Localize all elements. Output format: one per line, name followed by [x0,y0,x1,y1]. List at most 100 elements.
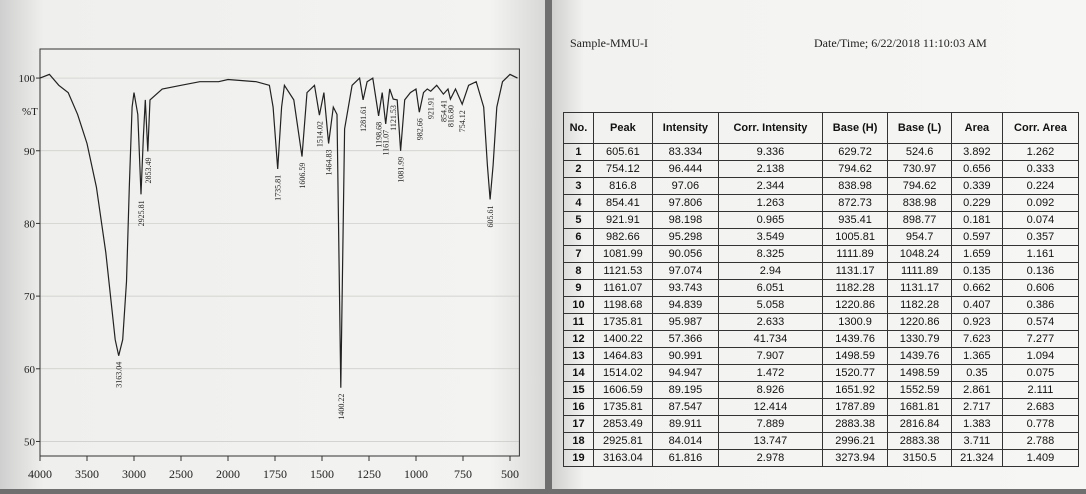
table-cell: 13.747 [718,433,822,450]
y-axis-label: %T [22,106,38,118]
table-cell: 1.262 [1002,144,1078,161]
peak-label: 3163.04 [115,362,124,388]
table-cell: 94.947 [652,365,718,382]
table-cell: 0.075 [1002,365,1078,382]
table-cell: 1111.89 [888,263,952,280]
table-cell: 89.195 [652,382,718,399]
table-row: 4854.4197.8061.263872.73838.980.2290.092 [564,195,1079,212]
peak-label: 1400.22 [337,394,346,420]
table-cell: 6 [564,229,594,246]
table-cell: 18 [564,433,594,450]
table-cell: 1681.81 [888,399,952,416]
peak-label: 1735.81 [274,175,283,201]
table-cell: 1220.86 [822,297,887,314]
table-cell: 1161.07 [593,280,652,297]
column-header: Peak [593,113,652,144]
table-cell: 2.717 [951,399,1002,416]
column-header: Corr. Area [1002,113,1078,144]
table-cell: 1330.79 [888,331,952,348]
table-cell: 2.861 [951,382,1002,399]
table-cell: 1606.59 [593,382,652,399]
table-cell: 9 [564,280,594,297]
table-cell: 14 [564,365,594,382]
table-cell: 7 [564,246,594,263]
table-cell: 97.074 [652,263,718,280]
table-cell: 2.344 [718,178,822,195]
table-cell: 0.407 [951,297,1002,314]
table-cell: 19 [564,450,594,467]
table-cell: 95.298 [652,229,718,246]
table-cell: 1735.81 [593,314,652,331]
table-cell: 1514.02 [593,365,652,382]
table-cell: 1735.81 [593,399,652,416]
table-cell: 9.336 [718,144,822,161]
table-cell: 3150.5 [888,450,952,467]
table-cell: 730.97 [888,161,952,178]
table-cell: 0.224 [1002,178,1078,195]
table-row: 81121.5397.0742.941131.171111.890.1350.1… [564,263,1079,280]
table-cell: 3273.94 [822,450,887,467]
table-cell: 7.907 [718,348,822,365]
table-cell: 898.77 [888,212,952,229]
table-cell: 94.839 [652,297,718,314]
table-cell: 1520.77 [822,365,887,382]
peak-label: 921.91 [427,97,436,119]
table-cell: 2996.21 [822,433,887,450]
table-cell: 3.892 [951,144,1002,161]
x-tick-label: 4000 [28,467,52,481]
table-cell: 0.181 [951,212,1002,229]
table-cell: 3.549 [718,229,822,246]
table-cell: 1.659 [951,246,1002,263]
table-cell: 1005.81 [822,229,887,246]
table-cell: 1300.9 [822,314,887,331]
table-cell: 0.229 [951,195,1002,212]
table-cell: 0.662 [951,280,1002,297]
table-cell: 15 [564,382,594,399]
table-cell: 794.62 [888,178,952,195]
table-cell: 0.574 [1002,314,1078,331]
table-cell: 754.12 [593,161,652,178]
y-tick-label: 100 [19,73,36,85]
table-cell: 41.734 [718,331,822,348]
x-tick-label: 1500 [310,467,334,481]
x-tick-label: 500 [501,467,519,481]
table-cell: 1498.59 [822,348,887,365]
table-cell: 5.058 [718,297,822,314]
table-cell: 872.73 [822,195,887,212]
column-header: No. [564,113,594,144]
table-cell: 0.333 [1002,161,1078,178]
table-cell: 11 [564,314,594,331]
table-cell: 96.444 [652,161,718,178]
table-cell: 982.66 [593,229,652,246]
table-cell: 1439.76 [888,348,952,365]
table-cell: 0.357 [1002,229,1078,246]
table-cell: 87.547 [652,399,718,416]
table-cell: 1.383 [951,416,1002,433]
table-cell: 1048.24 [888,246,952,263]
peak-label: 1161.07 [382,130,391,156]
table-cell: 794.62 [822,161,887,178]
table-cell: 2853.49 [593,416,652,433]
table-cell: 12 [564,331,594,348]
peak-label: 1606.59 [298,163,307,189]
table-cell: 1.365 [951,348,1002,365]
table-cell: 8.926 [718,382,822,399]
peak-table: No.PeakIntensityCorr. IntensityBase (H)B… [563,112,1079,467]
table-cell: 7.889 [718,416,822,433]
table-cell: 524.6 [888,144,952,161]
table-cell: 8.325 [718,246,822,263]
table-cell: 7.277 [1002,331,1078,348]
table-cell: 5 [564,212,594,229]
peak-label: 1081.99 [397,157,406,183]
table-cell: 0.339 [951,178,1002,195]
table-cell: 0.35 [951,365,1002,382]
table-cell: 10 [564,297,594,314]
